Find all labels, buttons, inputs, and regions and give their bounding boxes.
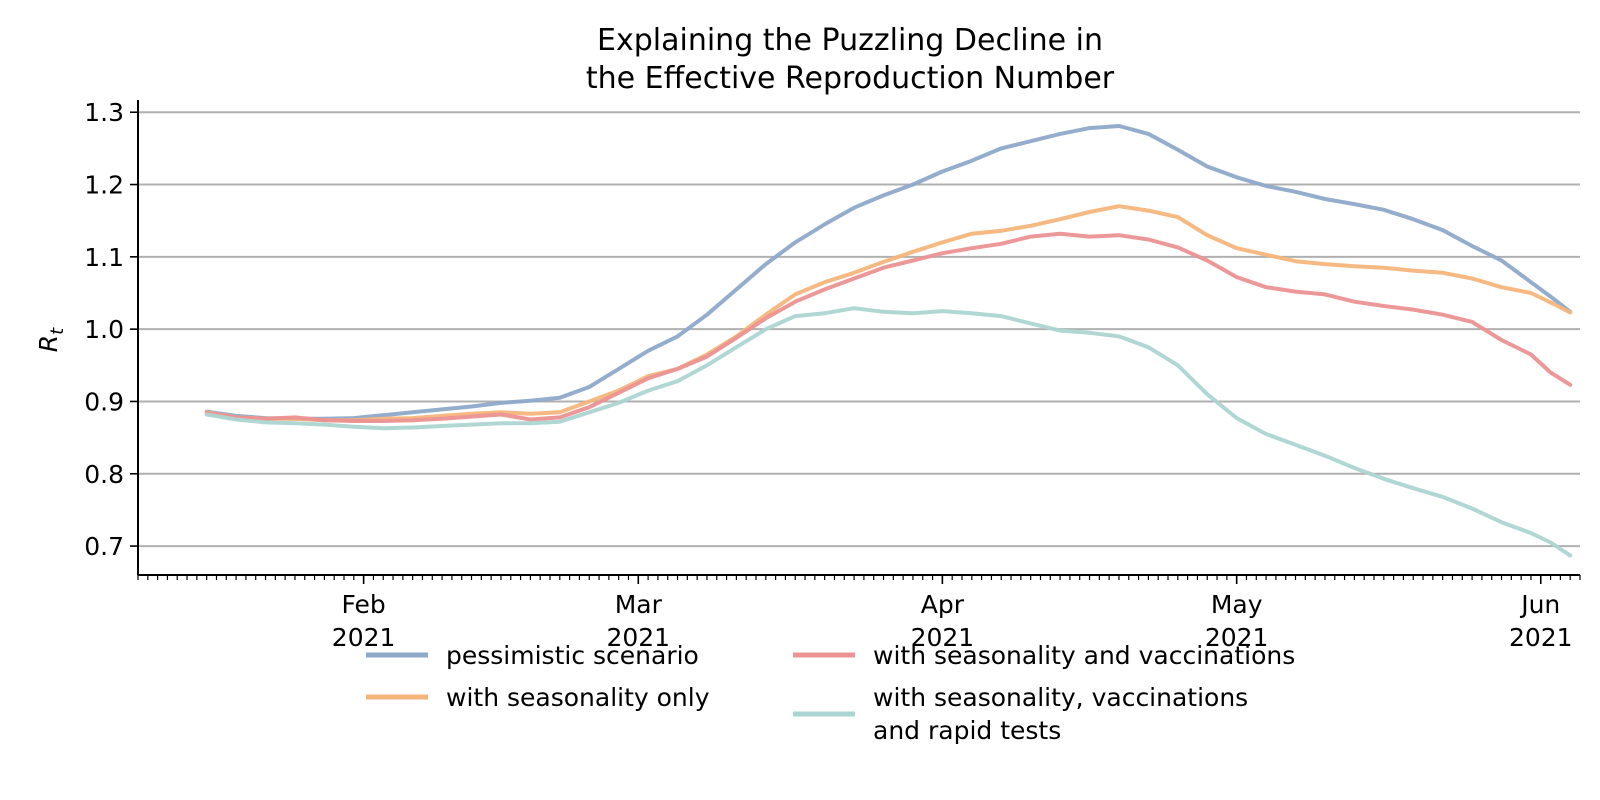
series-lines [204,124,1573,558]
y-axis-label: Rt [34,327,68,352]
y-gridlines [138,111,1580,548]
x-tick-label-month: Jun [1519,590,1560,619]
chart-title: Explaining the Puzzling Decline in the E… [586,23,1115,96]
legend-label-4: with seasonality, vaccinations and rapid … [873,683,1248,745]
axes: 0.7 0.8 0.9 1.0 1.1 1.2 1.3 Feb 2021 Mar 2021 Apr 20… [84,98,1581,652]
x-tick-label-year: 2021 [911,623,975,652]
x-tick-label-month: Mar [615,590,663,619]
chart-title-line-1: Explaining the Puzzling Decline in [597,23,1103,58]
series-line-3 [204,231,1573,423]
y-tick-label: 1.0 [84,315,124,344]
y-tick-label: 0.7 [84,532,124,561]
x-tick-label-year: 2021 [332,623,396,652]
legend-label-3: with seasonality and vaccinations [873,641,1295,670]
series-line-2 [204,204,1573,423]
y-tick-label: 0.8 [84,460,124,489]
x-tick-label-month: Feb [341,590,385,619]
legend: pessimistic scenario with seasonality onl… [366,641,1295,745]
y-tick-label: 1.1 [84,243,124,272]
x-tick-label-year: 2021 [606,623,670,652]
y-axis-label-text: Rt [34,327,68,352]
legend-label-2: with seasonality only [446,683,710,712]
y-tick-label: 1.3 [84,98,124,127]
legend-label-1: pessimistic scenario [446,641,699,670]
chart-title-line-2: the Effective Reproduction Number [586,61,1115,96]
y-tick-label: 1.2 [84,171,124,200]
x-tick-label-month: Apr [921,590,965,619]
series-line-4 [204,306,1573,558]
x-tick-label-year: 2021 [1509,623,1573,652]
x-tick-label-year: 2021 [1205,623,1269,652]
y-tick-label: 0.9 [84,387,124,416]
series-line-1 [204,124,1573,421]
x-tick-label-month: May [1211,590,1263,619]
